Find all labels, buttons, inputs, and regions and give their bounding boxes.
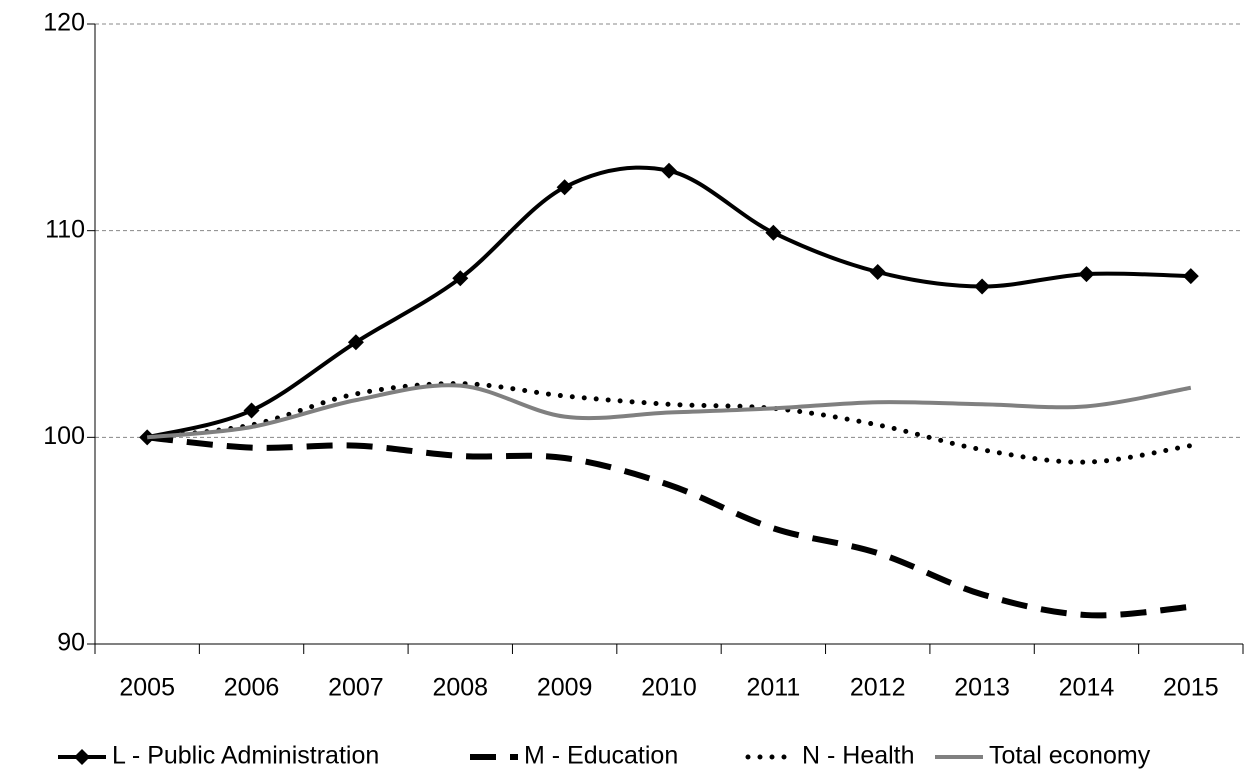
x-tick-label: 2008	[432, 674, 488, 702]
y-tick-label: 100	[43, 422, 85, 450]
marker	[243, 402, 260, 419]
series-line	[144, 381, 1194, 465]
series-line	[146, 434, 1192, 619]
x-tick-label: 2009	[537, 674, 593, 702]
y-tick-label: 90	[57, 629, 85, 657]
y-tick-label: 120	[43, 9, 85, 37]
legend-label: L - Public Administration	[112, 742, 379, 770]
x-tick-label: 2014	[1059, 674, 1115, 702]
x-tick-label: 2011	[746, 674, 800, 702]
marker	[556, 179, 573, 196]
marker	[1078, 266, 1095, 283]
x-tick-label: 2015	[1163, 674, 1219, 702]
x-tick-label: 2013	[954, 674, 1010, 702]
series-line	[146, 165, 1191, 440]
x-tick-label: 2006	[224, 674, 280, 702]
marker	[347, 334, 364, 351]
marker	[452, 270, 469, 287]
x-tick-label: 2012	[850, 674, 906, 702]
legend-marker	[74, 749, 90, 765]
legend-label: Total economy	[989, 742, 1151, 770]
marker	[765, 224, 782, 241]
marker	[661, 162, 677, 179]
marker	[974, 278, 991, 295]
y-tick-label: 110	[45, 215, 85, 243]
legend-label: M - Education	[524, 742, 678, 770]
legend-label: N - Health	[802, 742, 915, 770]
x-tick-label: 2007	[328, 674, 384, 702]
x-tick-label: 2005	[119, 674, 175, 702]
marker	[1182, 268, 1199, 285]
x-tick-label: 2010	[641, 674, 697, 702]
marker	[869, 264, 886, 280]
series-line	[146, 383, 1192, 440]
